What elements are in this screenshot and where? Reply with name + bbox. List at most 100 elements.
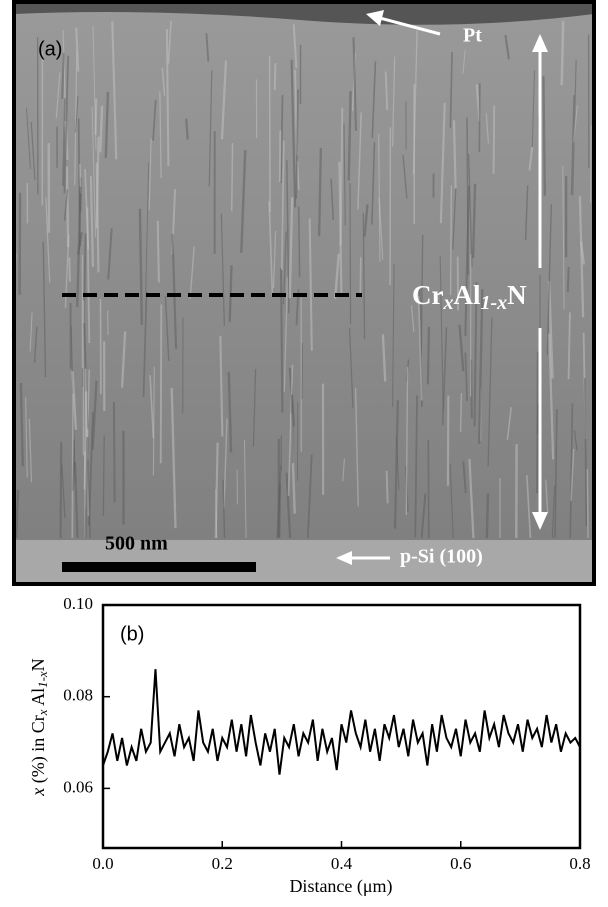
texture-streak <box>485 113 490 144</box>
texture-streak <box>91 380 98 450</box>
substrate-label: p-Si (100) <box>400 546 483 568</box>
micrograph-frame <box>12 0 596 586</box>
texture-streak <box>547 280 554 379</box>
texture-streak <box>72 439 76 491</box>
texture-streak <box>347 91 352 181</box>
texture-streak <box>586 469 589 539</box>
texture-streak <box>470 359 473 419</box>
panel-label: (b) <box>120 623 144 645</box>
texture-streak <box>272 230 277 288</box>
x-tick-label: 0.4 <box>331 854 353 873</box>
texture-streak <box>343 123 346 226</box>
texture-streak <box>342 458 345 482</box>
arrow-head <box>532 512 548 530</box>
texture-streak <box>84 169 90 250</box>
texture-streak <box>485 493 490 539</box>
texture-streak <box>104 91 110 158</box>
texture-streak <box>478 289 484 444</box>
scale-bar-label: 500 nm <box>105 533 168 555</box>
y-tick-label: 0.08 <box>63 686 93 705</box>
texture-streak <box>371 142 376 225</box>
texture-streak <box>45 197 51 283</box>
texture-streak <box>570 95 575 195</box>
texture-streak <box>65 166 70 248</box>
texture-streak <box>439 256 444 410</box>
texture-streak <box>142 291 148 398</box>
texture-streak <box>449 463 454 539</box>
texture-streak <box>290 59 297 208</box>
texture-streak <box>152 99 157 141</box>
texture-streak <box>405 366 409 515</box>
texture-streak <box>83 391 88 490</box>
texture-streak <box>458 324 465 372</box>
texture-streak <box>452 120 457 189</box>
texture-streak <box>292 24 298 69</box>
texture-streak <box>468 459 475 539</box>
texture-streak <box>308 218 313 351</box>
texture-streak <box>102 435 105 517</box>
texture-streak <box>354 387 359 507</box>
texture-streak <box>439 102 446 224</box>
texture-streak <box>87 459 91 539</box>
texture-streak <box>554 408 558 538</box>
texture-streak <box>185 118 189 140</box>
texture-streak <box>420 493 427 539</box>
texture-streak <box>205 33 210 62</box>
texture-streak <box>219 335 224 437</box>
texture-streak <box>75 27 80 72</box>
texture-streak <box>165 29 170 167</box>
texture-streak <box>63 55 70 194</box>
texture-streak <box>417 296 423 401</box>
y-tick-label: 0.06 <box>63 777 93 796</box>
x-axis-label: Distance (μm) <box>289 876 392 897</box>
texture-streak <box>526 474 532 539</box>
texture-streak <box>420 234 424 358</box>
texture-streak <box>471 183 477 259</box>
texture-streak <box>55 72 61 119</box>
texture-streak <box>567 312 571 380</box>
texture-streak <box>504 34 510 60</box>
texture-streak <box>330 178 335 221</box>
texture-streak <box>286 160 290 314</box>
texture-streak <box>107 228 113 280</box>
texture-streak <box>573 430 578 451</box>
texture-streak <box>280 95 284 183</box>
scale-bar <box>62 562 256 572</box>
texture-streak <box>159 304 163 464</box>
texture-streak <box>572 59 577 196</box>
texture-streak <box>170 387 177 529</box>
texture-streak <box>28 418 33 483</box>
y-axis-label: x (%) in Crx Al1-xN <box>28 658 50 796</box>
texture-streak <box>560 20 565 86</box>
texture-streak <box>208 70 213 187</box>
texture-streak <box>156 220 160 283</box>
texture-streak <box>276 465 282 539</box>
texture-streak <box>94 98 98 135</box>
texture-streak <box>59 441 63 539</box>
texture-streak <box>464 185 470 336</box>
y-label-part: Al <box>28 688 48 710</box>
panel-label: (a) <box>38 38 62 60</box>
texture-streak <box>29 312 33 352</box>
plot-frame <box>101 603 582 850</box>
texture-streak <box>545 479 549 513</box>
texture-streak <box>393 400 399 529</box>
texture-streak <box>240 149 247 253</box>
arrow-head <box>532 34 548 52</box>
texture-streak <box>61 52 65 99</box>
texture-streak <box>548 333 555 460</box>
texture-streak <box>112 402 116 503</box>
texture-streak <box>268 201 274 297</box>
texture-streak <box>570 448 575 501</box>
texture-streak <box>152 366 155 476</box>
texture-streak <box>220 60 228 140</box>
y-label-part: (%) in Cr <box>28 715 49 787</box>
texture-streak <box>287 364 294 496</box>
texture-streak <box>487 317 493 467</box>
texture-streak <box>281 140 285 271</box>
texture-streak <box>71 393 74 539</box>
texture-streak <box>30 121 36 181</box>
texture-streak <box>33 326 38 363</box>
texture-streak <box>161 67 166 96</box>
